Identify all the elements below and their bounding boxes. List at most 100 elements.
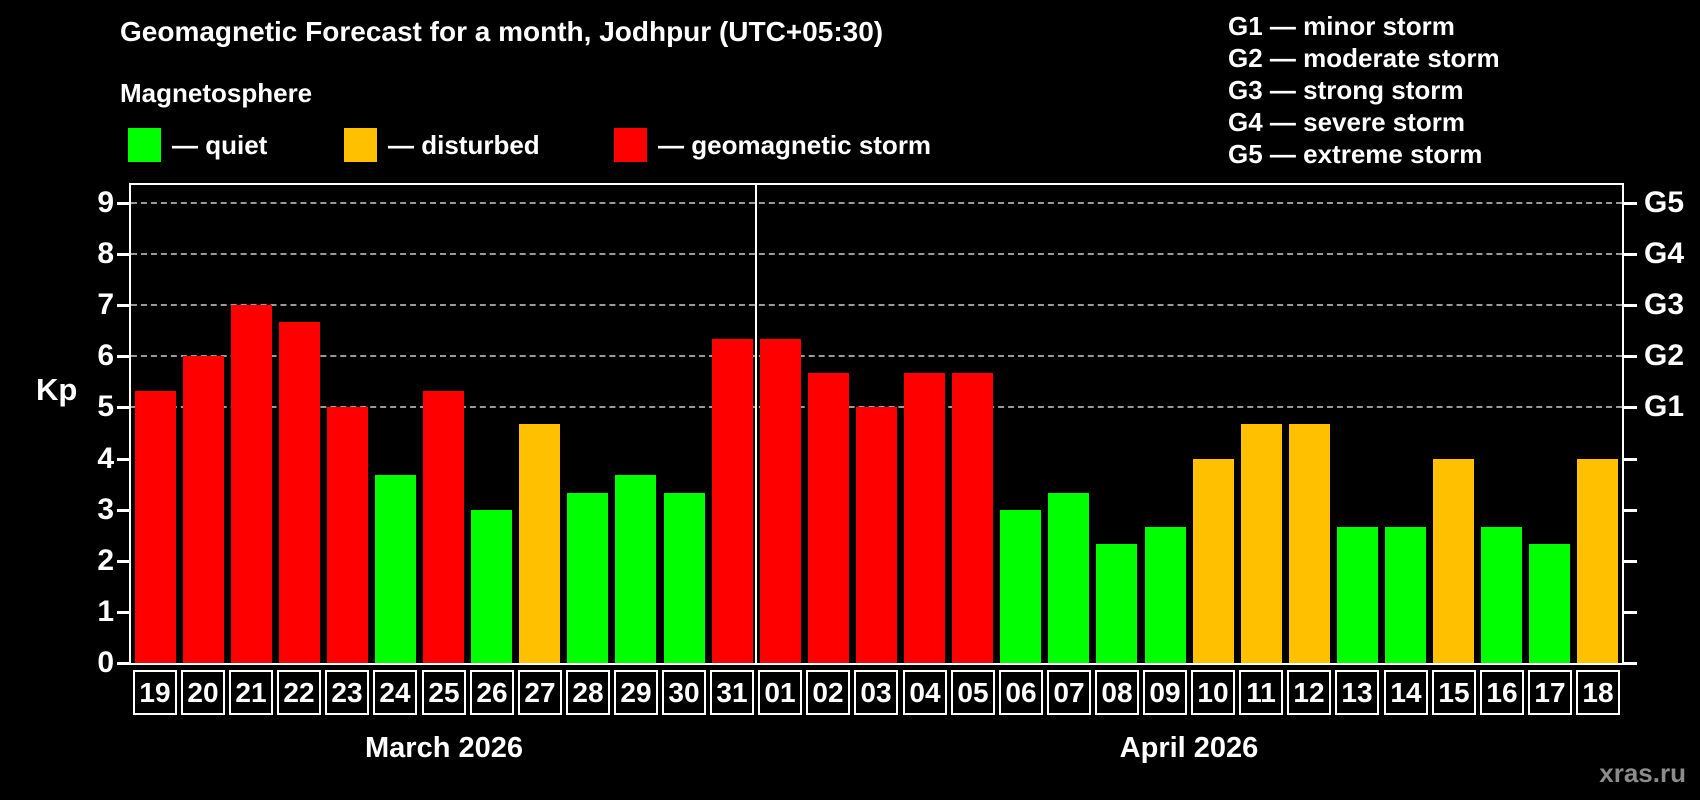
y-axis-tick	[117, 662, 130, 665]
kp-bar-30	[664, 493, 705, 663]
day-label-24: 24	[373, 670, 417, 715]
kp-bar-06	[1000, 510, 1041, 663]
day-label-07: 07	[1047, 670, 1091, 715]
y-axis-tick	[117, 406, 130, 409]
y-tick-label: 3	[97, 493, 114, 526]
day-label-08: 08	[1095, 670, 1139, 715]
day-label-10: 10	[1191, 670, 1235, 715]
kp-bar-29	[615, 475, 656, 663]
y-tick-label: 5	[97, 390, 114, 423]
day-label-25: 25	[422, 670, 466, 715]
y-axis-tick	[117, 202, 130, 205]
day-label-05: 05	[951, 670, 995, 715]
kp-bar-21	[231, 305, 272, 663]
day-label-16: 16	[1480, 670, 1524, 715]
day-label-12: 12	[1287, 670, 1331, 715]
right-axis-tick	[1624, 304, 1637, 307]
legend-label-disturbed: — disturbed	[388, 129, 540, 160]
watermark: xras.ru	[1599, 758, 1686, 788]
day-label-04: 04	[903, 670, 947, 715]
right-axis-tick	[1624, 253, 1637, 256]
month-separator	[755, 185, 757, 663]
y-axis-title: Kp	[36, 372, 78, 407]
kp-bar-25	[423, 391, 464, 663]
legend-label-quiet: — quiet	[172, 129, 268, 160]
legend-item-storm: — geomagnetic storm	[614, 126, 931, 164]
y-axis-tick	[117, 304, 130, 307]
gridline-kp9	[131, 201, 1622, 204]
kp-bar-18	[1577, 459, 1618, 663]
kp-bar-19	[135, 391, 176, 663]
month-label-march: March 2026	[365, 732, 523, 764]
kp-bar-04	[904, 373, 945, 663]
y-axis-tick	[117, 560, 130, 563]
kp-bar-24	[375, 475, 416, 663]
kp-bar-01	[760, 339, 801, 663]
day-label-02: 02	[806, 670, 850, 715]
kp-bar-05	[952, 373, 993, 663]
y-tick-label: 1	[97, 595, 114, 628]
storm-color-swatch	[614, 128, 647, 162]
kp-bar-26	[471, 510, 512, 663]
g-axis-label-g5: G5	[1644, 186, 1685, 219]
g-axis-label-g4: G4	[1644, 237, 1685, 270]
y-axis-tick	[117, 611, 130, 614]
g-axis-label-g2: G2	[1644, 339, 1685, 372]
g2-legend-line: G2 — moderate storm	[1228, 43, 1500, 73]
right-axis-tick	[1624, 355, 1637, 358]
right-axis-tick	[1624, 458, 1637, 461]
day-label-29: 29	[614, 670, 658, 715]
legend-item-disturbed: — disturbed	[344, 126, 540, 164]
day-label-01: 01	[758, 670, 802, 715]
kp-bar-11	[1241, 424, 1282, 663]
y-axis-tick	[117, 253, 130, 256]
day-label-22: 22	[277, 670, 321, 715]
quiet-color-swatch	[128, 128, 161, 162]
legend-label-storm: — geomagnetic storm	[658, 129, 932, 160]
day-label-19: 19	[133, 670, 177, 715]
kp-bar-28	[567, 493, 608, 663]
g5-legend-line: G5 — extreme storm	[1228, 139, 1483, 169]
y-tick-label: 4	[97, 442, 114, 475]
kp-bar-31	[712, 339, 753, 663]
right-axis-tick	[1624, 611, 1637, 614]
g1-legend-line: G1 — minor storm	[1228, 11, 1455, 41]
day-label-09: 09	[1143, 670, 1187, 715]
day-label-21: 21	[229, 670, 273, 715]
right-axis-tick	[1624, 509, 1637, 512]
y-axis-tick	[117, 509, 130, 512]
kp-bar-07	[1048, 493, 1089, 663]
disturbed-color-swatch	[344, 128, 377, 162]
kp-bar-14	[1385, 527, 1426, 663]
kp-bar-15	[1433, 459, 1474, 663]
kp-bar-08	[1096, 544, 1137, 663]
kp-bar-10	[1193, 459, 1234, 663]
day-label-26: 26	[470, 670, 514, 715]
day-label-13: 13	[1335, 670, 1379, 715]
right-axis-tick	[1624, 560, 1637, 563]
g-scale-legend: G1 — minor storm G2 — moderate storm G3 …	[1228, 10, 1500, 170]
kp-bar-22	[279, 322, 320, 663]
day-label-28: 28	[566, 670, 610, 715]
y-axis-tick	[117, 458, 130, 461]
y-tick-label: 9	[97, 186, 114, 219]
y-tick-label: 0	[97, 646, 114, 679]
kp-bar-13	[1337, 527, 1378, 663]
kp-bar-17	[1529, 544, 1570, 663]
gridline-kp7	[131, 304, 1622, 307]
day-label-30: 30	[662, 670, 706, 715]
kp-bar-09	[1145, 527, 1186, 663]
right-axis-tick	[1624, 202, 1637, 205]
day-label-03: 03	[854, 670, 898, 715]
kp-bar-20	[183, 356, 224, 663]
y-tick-label: 7	[97, 288, 114, 321]
kp-bar-12	[1289, 424, 1330, 663]
kp-bar-23	[327, 407, 368, 663]
day-label-06: 06	[999, 670, 1043, 715]
kp-bar-02	[808, 373, 849, 663]
month-label-april: April 2026	[1119, 732, 1259, 764]
y-tick-label: 6	[97, 339, 114, 372]
legend-item-quiet: — quiet	[128, 126, 267, 164]
right-axis-tick	[1624, 662, 1637, 665]
